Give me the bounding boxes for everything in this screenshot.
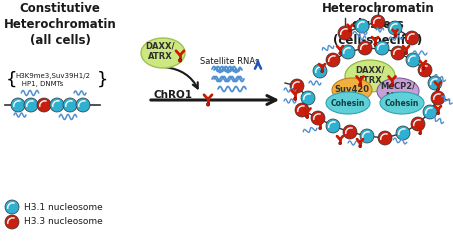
Circle shape <box>358 83 361 86</box>
Circle shape <box>294 97 297 100</box>
Circle shape <box>360 129 374 143</box>
Circle shape <box>437 112 439 115</box>
Circle shape <box>37 98 51 112</box>
Text: H3K9me3,Suv39H1/2
   HP1, DNMTs: H3K9me3,Suv39H1/2 HP1, DNMTs <box>15 73 90 87</box>
Ellipse shape <box>377 78 419 104</box>
Text: Cohesin: Cohesin <box>331 98 365 107</box>
Text: ChRO1: ChRO1 <box>153 90 192 100</box>
Circle shape <box>321 70 323 73</box>
Circle shape <box>388 21 402 35</box>
Ellipse shape <box>345 60 395 92</box>
Circle shape <box>318 127 321 130</box>
Circle shape <box>378 131 392 145</box>
Circle shape <box>390 83 394 86</box>
Ellipse shape <box>332 78 372 102</box>
Circle shape <box>5 200 19 214</box>
Circle shape <box>411 117 425 131</box>
Circle shape <box>394 35 396 37</box>
Circle shape <box>428 76 442 90</box>
Ellipse shape <box>141 38 185 68</box>
Circle shape <box>11 98 25 112</box>
Circle shape <box>343 125 357 139</box>
Circle shape <box>63 98 77 112</box>
Text: H3.3 nucleosome: H3.3 nucleosome <box>24 217 103 226</box>
Text: Heterochromatin
clusters
(cell-specific): Heterochromatin clusters (cell-specific) <box>322 2 434 47</box>
Circle shape <box>405 31 419 45</box>
Circle shape <box>305 115 308 118</box>
Circle shape <box>338 26 352 40</box>
Circle shape <box>326 119 340 133</box>
Circle shape <box>326 53 340 67</box>
Circle shape <box>24 98 38 112</box>
Text: MeCP2/
MBDs: MeCP2/ MBDs <box>381 81 415 101</box>
Circle shape <box>437 88 439 91</box>
Circle shape <box>313 64 327 78</box>
Text: DAXX/
ATRX: DAXX/ ATRX <box>145 41 175 61</box>
Circle shape <box>422 67 424 70</box>
Text: {: { <box>6 71 18 89</box>
Circle shape <box>358 41 372 55</box>
Circle shape <box>206 103 210 106</box>
Circle shape <box>406 53 420 67</box>
Circle shape <box>355 19 369 33</box>
Circle shape <box>339 142 341 145</box>
Circle shape <box>418 63 432 77</box>
Circle shape <box>5 215 19 229</box>
Circle shape <box>371 15 385 29</box>
Circle shape <box>76 98 90 112</box>
Text: DAXX/
ATRX: DAXX/ ATRX <box>355 65 385 85</box>
Ellipse shape <box>326 92 370 114</box>
Text: H3.1 nucleosome: H3.1 nucleosome <box>24 203 103 212</box>
Circle shape <box>290 79 304 93</box>
Text: Cohesin: Cohesin <box>385 98 419 107</box>
Circle shape <box>349 30 351 32</box>
Ellipse shape <box>380 92 424 114</box>
Circle shape <box>423 105 437 119</box>
Circle shape <box>405 52 407 55</box>
Text: Satellite RNAs: Satellite RNAs <box>200 57 260 66</box>
Circle shape <box>301 91 315 105</box>
Circle shape <box>295 103 309 117</box>
Circle shape <box>359 145 361 148</box>
Circle shape <box>374 43 376 46</box>
Circle shape <box>391 46 405 60</box>
Circle shape <box>341 45 355 59</box>
Circle shape <box>311 111 325 125</box>
Circle shape <box>178 59 182 62</box>
Circle shape <box>375 41 389 55</box>
Circle shape <box>419 132 421 135</box>
Circle shape <box>431 91 445 105</box>
Text: Constitutive
Heterochromatin
(all cells): Constitutive Heterochromatin (all cells) <box>4 2 116 47</box>
Circle shape <box>396 126 410 140</box>
Circle shape <box>50 98 64 112</box>
Text: Suv420: Suv420 <box>334 86 370 94</box>
Text: }: } <box>97 71 108 89</box>
Circle shape <box>339 52 341 55</box>
